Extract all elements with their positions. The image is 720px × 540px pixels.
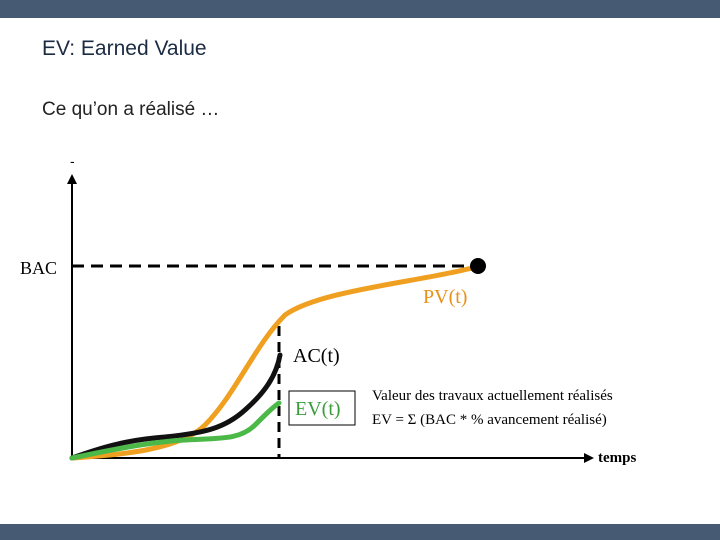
y-axis-mark: - xyxy=(70,153,75,169)
header-bar xyxy=(0,0,720,18)
slide-subtitle: Ce qu’on a réalisé … xyxy=(42,99,220,120)
ev-definition-line2: EV = Σ (BAC * % avancement réalisé) xyxy=(372,412,607,428)
slide-title: EV: Earned Value xyxy=(42,37,207,60)
pv-label: PV(t) xyxy=(423,286,467,308)
x-axis-label: temps xyxy=(598,450,636,466)
ac-curve xyxy=(69,352,283,461)
ev-label-box xyxy=(288,390,356,426)
ac-label: AC(t) xyxy=(293,345,340,367)
ev-definition-line1: Valeur des travaux actuellement réalisés xyxy=(372,388,613,404)
bac-endpoint xyxy=(470,258,486,274)
ev-curve xyxy=(69,400,282,461)
footer-bar xyxy=(0,524,720,540)
bac-label: BAC xyxy=(20,258,57,278)
ev-label: EV(t) xyxy=(295,398,341,420)
pv-curve xyxy=(69,264,479,461)
